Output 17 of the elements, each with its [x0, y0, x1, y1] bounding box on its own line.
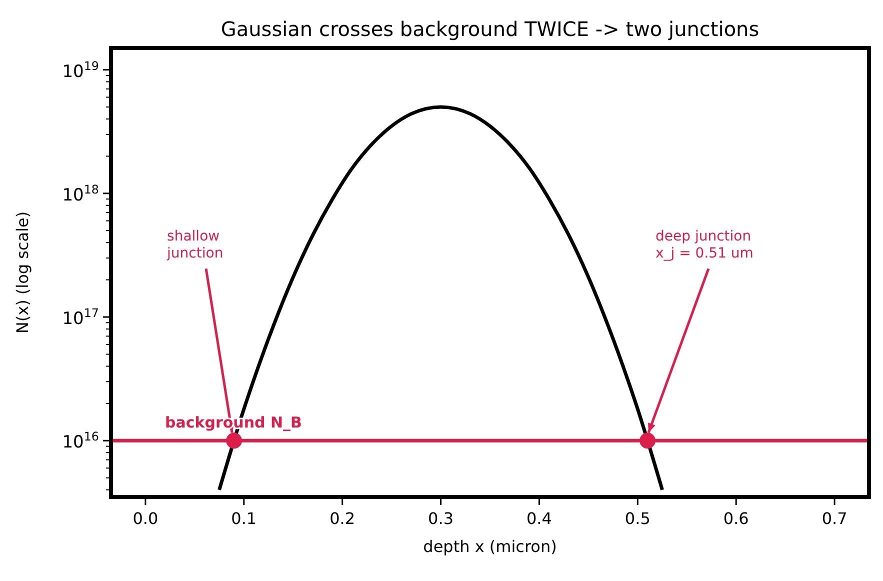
y-tick-label: 10$^{19}$ [62, 58, 99, 82]
y-axis-title: N(x) (log scale) [13, 211, 32, 334]
x-tick-label: 0.3 [428, 509, 454, 528]
x-tick-label: 0.4 [526, 509, 552, 528]
x-tick-label: 0.5 [624, 509, 650, 528]
annotation: shallow junction [166, 228, 224, 262]
chart-title: Gaussian crosses background TWICE -> two junctions [220, 17, 760, 41]
x-tick-label: 0.1 [231, 509, 257, 528]
y-tick-label: 10$^{16}$ [62, 430, 99, 453]
x-tick-label: 0.0 [132, 509, 158, 528]
x-axis-title: depth x (micron) [423, 537, 557, 556]
x-tick-label: 0.7 [822, 509, 848, 528]
y-tick-label: 10$^{18}$ [62, 182, 99, 206]
y-tick-label: 10$^{17}$ [62, 306, 99, 330]
x-tick-label: 0.2 [330, 509, 356, 528]
annotation: deep junction x_j = 0.51 um [656, 228, 754, 262]
x-tick-label: 0.6 [723, 509, 749, 528]
